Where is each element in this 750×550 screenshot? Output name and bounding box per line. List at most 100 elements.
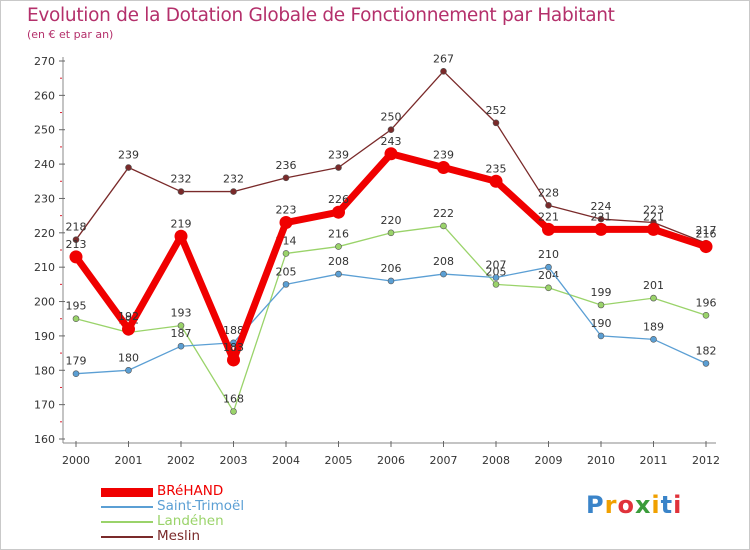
- y-tick-label: 250: [34, 124, 55, 137]
- data-label: 219: [171, 217, 192, 230]
- data-label: 239: [433, 149, 454, 162]
- data-label: 223: [276, 204, 297, 217]
- data-point: [542, 222, 555, 236]
- data-label: 236: [276, 159, 297, 172]
- data-point: [545, 284, 552, 292]
- data-label: 199: [591, 286, 612, 299]
- data-label: 213: [66, 238, 87, 251]
- data-point: [125, 366, 132, 374]
- legend-label: BRéHAND: [157, 483, 224, 499]
- data-label: 243: [381, 135, 402, 148]
- data-label: 195: [66, 300, 87, 313]
- data-point: [177, 342, 185, 350]
- data-point: [227, 353, 240, 367]
- data-label: 228: [538, 186, 559, 199]
- y-tick-label: 200: [34, 296, 55, 309]
- data-point: [545, 263, 552, 271]
- data-label: 204: [538, 269, 559, 282]
- legend-swatch: [101, 521, 153, 523]
- chart-subtitle: (en € et par an): [27, 28, 114, 41]
- data-point: [72, 315, 80, 323]
- data-point: [332, 205, 345, 219]
- data-point: [650, 336, 657, 343]
- data-point: [282, 281, 290, 288]
- y-tick-label: 170: [34, 399, 55, 412]
- data-point: [387, 277, 395, 285]
- x-tick-label: 2003: [220, 454, 248, 467]
- logo-letter: o: [617, 491, 635, 519]
- series-saint-trimo-l: 179 180 187 188 205 208 206 208 207 210 190 189 182: [66, 248, 717, 378]
- data-label: 239: [118, 149, 139, 162]
- logo-letter: r: [604, 491, 618, 519]
- data-point: [335, 164, 342, 171]
- data-point: [545, 202, 552, 209]
- data-label: 206: [381, 262, 402, 275]
- data-label: 216: [696, 228, 717, 241]
- data-point: [279, 216, 293, 230]
- legend-swatch: [101, 536, 153, 538]
- data-point: [492, 119, 500, 127]
- data-label: 232: [223, 173, 244, 186]
- data-point: [174, 229, 188, 243]
- data-label: 222: [433, 207, 454, 220]
- data-label: 188: [223, 324, 244, 337]
- x-tick-label: 2008: [482, 454, 510, 467]
- data-label: 193: [171, 307, 192, 320]
- data-label: 224: [591, 200, 612, 213]
- logo-letter: x: [634, 491, 652, 519]
- y-tick-label: 270: [34, 55, 55, 68]
- data-point: [335, 243, 342, 250]
- proxiti-logo: Proxiti: [586, 491, 682, 519]
- data-point: [125, 164, 132, 171]
- data-point: [384, 147, 398, 161]
- data-label: 217: [696, 224, 717, 237]
- data-point: [647, 222, 660, 236]
- data-point: [492, 281, 500, 288]
- y-tick-label: 240: [34, 158, 55, 171]
- x-tick-label: 2000: [62, 454, 90, 467]
- x-tick-label: 2006: [377, 454, 405, 467]
- y-tick-label: 210: [34, 261, 55, 274]
- data-point: [230, 408, 237, 415]
- data-point: [177, 188, 185, 195]
- data-label: 180: [118, 351, 139, 364]
- data-label: 187: [171, 327, 192, 340]
- legend-label: Landéhen: [157, 513, 224, 529]
- y-tick-label: 190: [34, 330, 55, 343]
- chart-title: Evolution de la Dotation Globale de Fonc…: [27, 5, 615, 26]
- data-label: 252: [486, 104, 507, 117]
- data-point: [440, 270, 447, 278]
- data-point: [597, 301, 605, 309]
- data-point: [650, 294, 657, 302]
- data-label: 168: [223, 393, 244, 406]
- data-label: 220: [381, 214, 402, 227]
- data-label: 210: [538, 248, 559, 261]
- legend-swatch: [101, 506, 153, 508]
- data-label: 221: [538, 210, 559, 223]
- data-label: 232: [171, 173, 192, 186]
- logo-letter: i: [673, 491, 683, 519]
- data-point: [489, 174, 503, 188]
- data-point: [335, 270, 342, 278]
- y-tick-label: 260: [34, 89, 55, 102]
- data-point: [597, 332, 605, 340]
- data-point: [69, 250, 83, 264]
- x-tick-label: 2001: [115, 454, 143, 467]
- data-point: [492, 274, 500, 281]
- data-point: [387, 126, 395, 134]
- x-tick-label: 2011: [640, 454, 668, 467]
- data-label: 192: [118, 310, 139, 323]
- x-tick-label: 2005: [325, 454, 353, 467]
- data-label: 196: [696, 296, 717, 309]
- data-point: [282, 174, 290, 182]
- data-label: 208: [328, 255, 349, 268]
- data-label: 208: [433, 255, 454, 268]
- x-tick-label: 2009: [535, 454, 563, 467]
- legend-label: Saint-Trimoël: [157, 498, 245, 514]
- series-br-hand: 213 192 219 183 223 226 243 239 235 221 221 221 216: [66, 135, 717, 367]
- data-label: 201: [643, 279, 664, 292]
- legend-swatch: [101, 488, 153, 497]
- data-label: 239: [328, 149, 349, 162]
